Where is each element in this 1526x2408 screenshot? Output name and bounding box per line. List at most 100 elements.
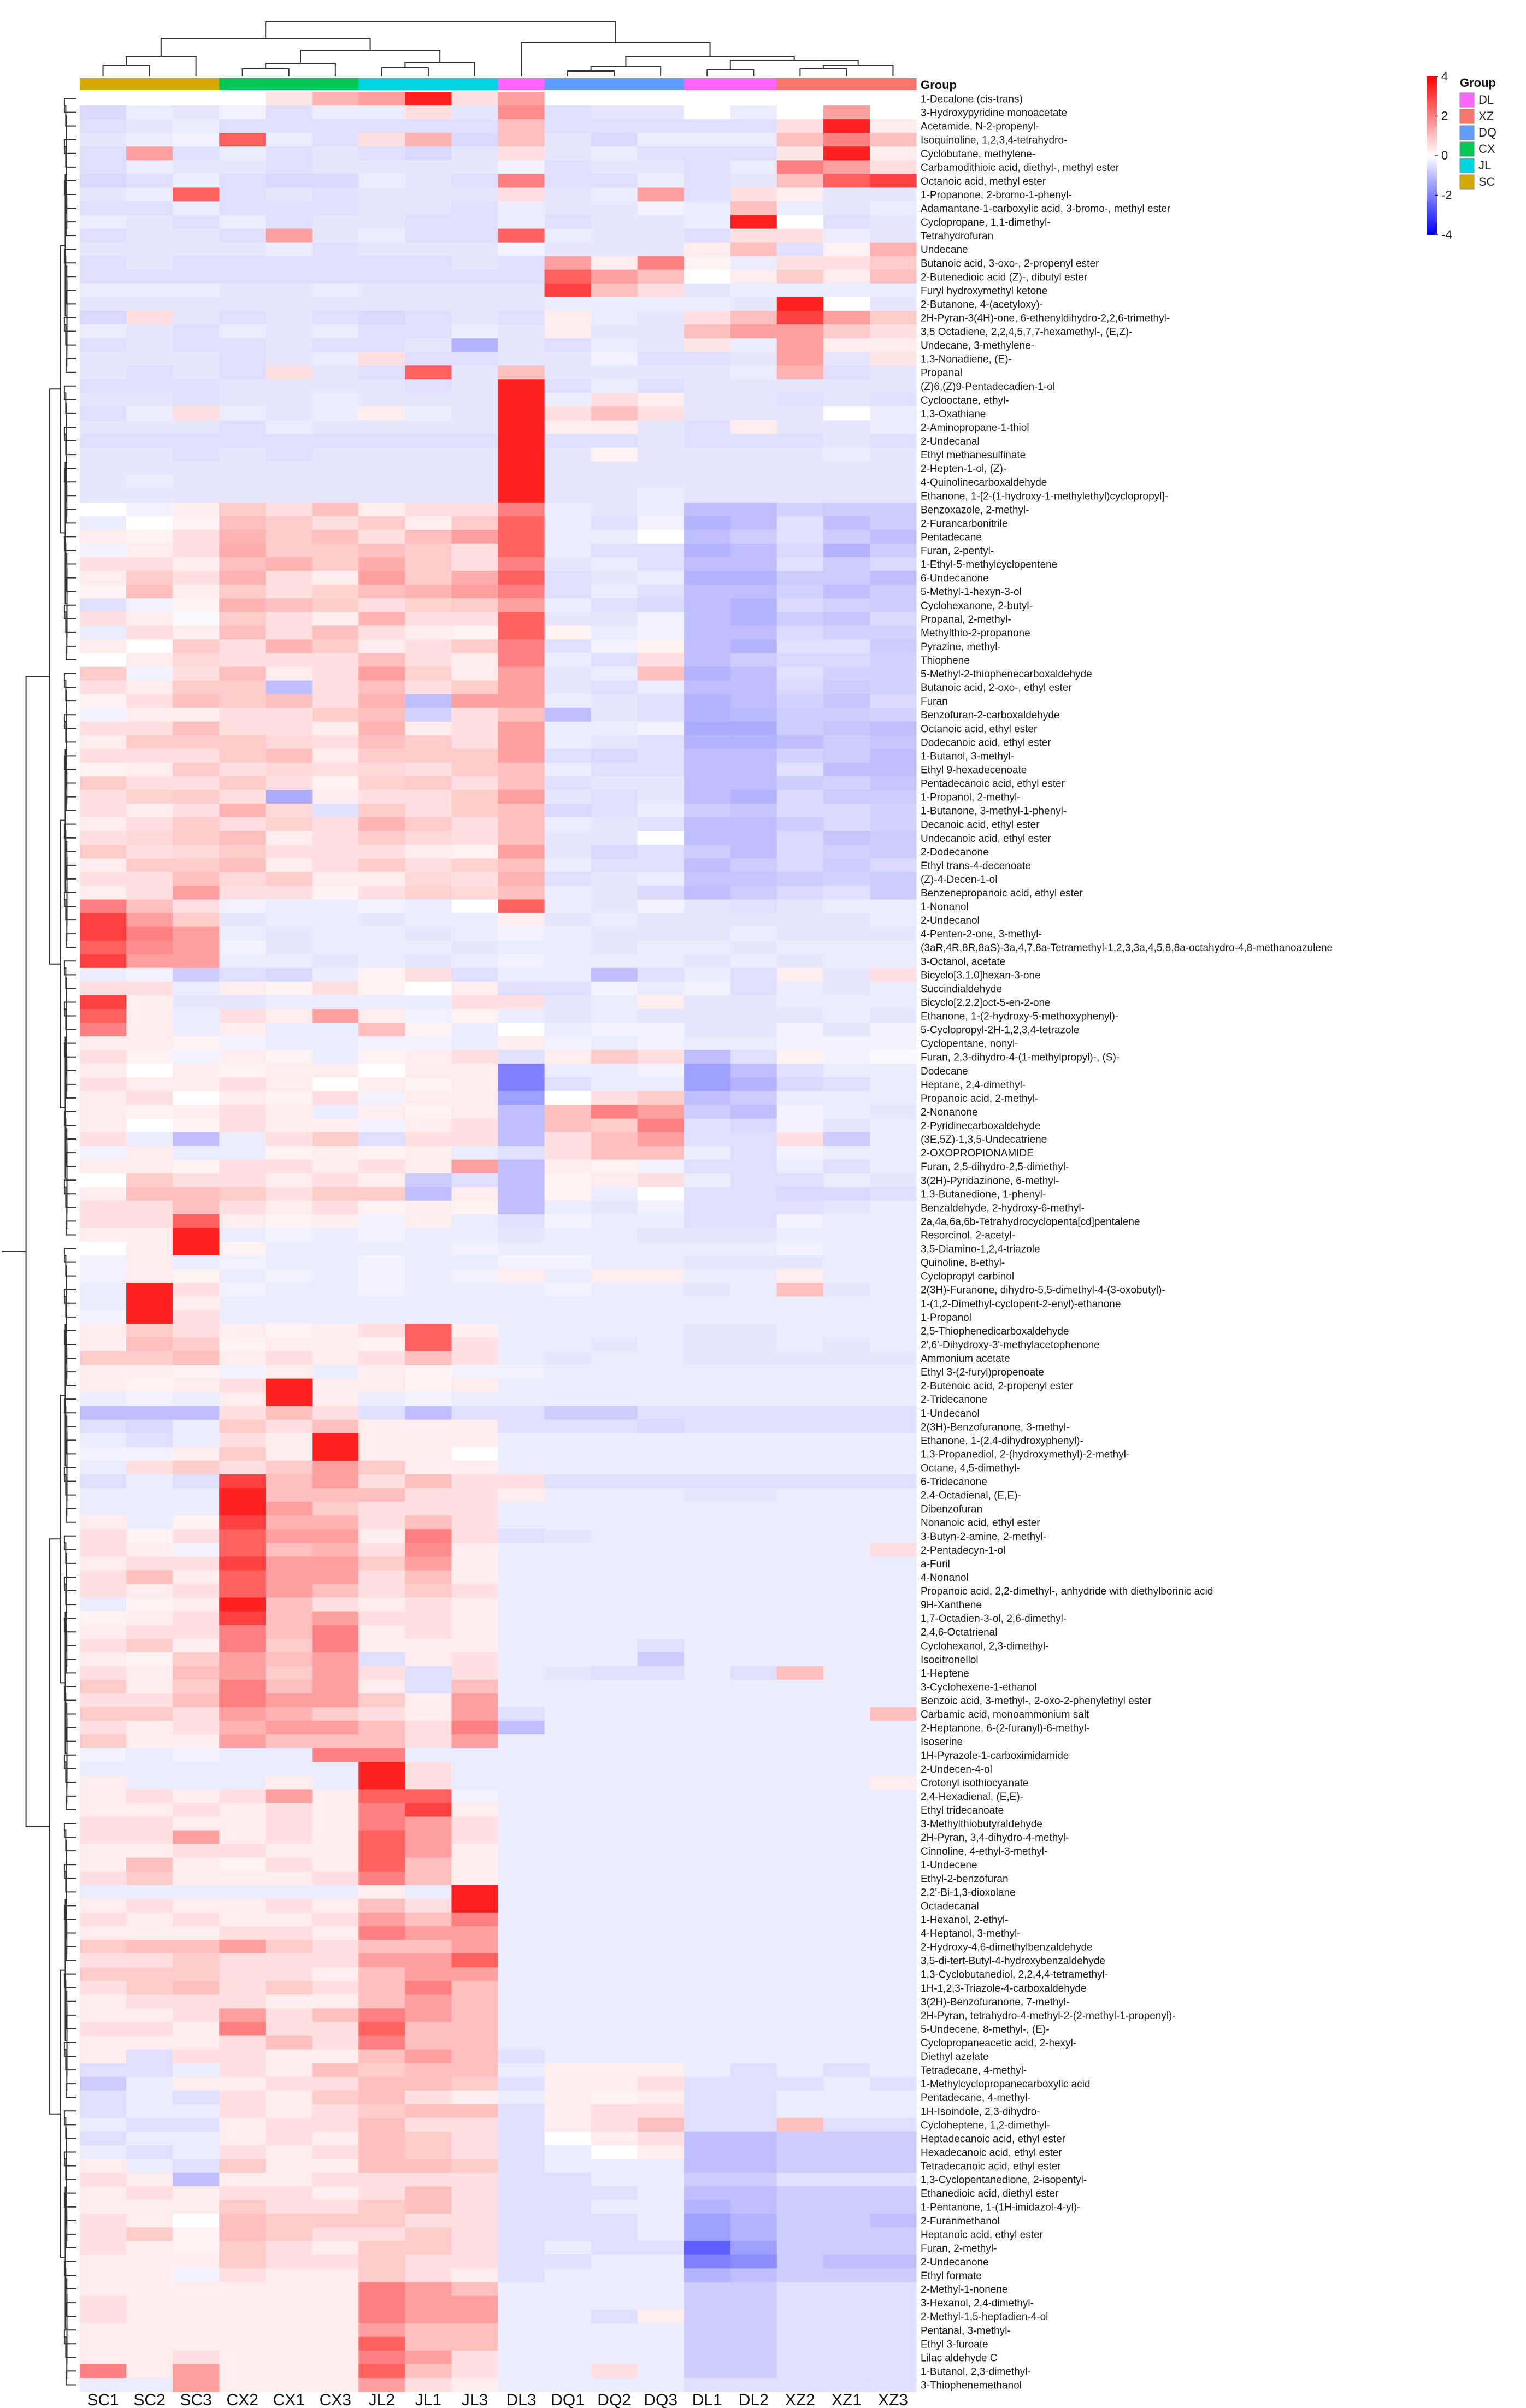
- heatmap-cell: [498, 352, 545, 366]
- heatmap-cell: [126, 1392, 173, 1407]
- row-label: 3-Cyclohexene-1-ethanol: [921, 1681, 1036, 1693]
- heatmap-cell: [498, 516, 545, 530]
- heatmap-cell: [80, 1406, 127, 1420]
- heatmap-cell: [405, 1214, 452, 1229]
- heatmap-cell: [591, 831, 638, 845]
- heatmap-cell: [498, 1310, 545, 1324]
- heatmap-cell: [405, 1105, 452, 1119]
- heatmap-cell: [266, 1064, 313, 1078]
- heatmap-cell: [730, 2282, 777, 2297]
- heatmap-cell: [498, 365, 545, 380]
- heatmap-cell: [498, 1460, 545, 1475]
- heatmap-cell: [451, 379, 499, 393]
- heatmap-cell: [451, 2076, 499, 2091]
- heatmap-cell: [684, 1351, 731, 1366]
- heatmap-cell: [544, 2049, 592, 2064]
- heatmap-cell: [591, 2186, 638, 2200]
- heatmap-cell: [358, 461, 405, 476]
- row-label: 2-OXOPROPIONAMIDE: [921, 1148, 1034, 1159]
- heatmap-cell: [684, 324, 731, 339]
- dendrogram-branch: [49, 1538, 61, 2115]
- heatmap-cell: [637, 2008, 685, 2022]
- heatmap-cell: [823, 2214, 870, 2228]
- heatmap-cell: [312, 1488, 359, 1502]
- heatmap-cell: [173, 2241, 220, 2256]
- row-label: 2-Methyl-1-nonene: [921, 2284, 1007, 2295]
- heatmap-cell: [823, 886, 870, 900]
- heatmap-cell: [80, 365, 127, 380]
- heatmap-cell: [451, 2227, 499, 2241]
- heatmap-cell: [544, 1871, 592, 1886]
- heatmap-cell: [358, 1227, 405, 1242]
- heatmap-cell: [219, 653, 266, 668]
- heatmap-cell: [80, 680, 127, 695]
- heatmap-cell: [869, 1460, 917, 1475]
- heatmap-cell: [80, 1159, 127, 1174]
- heatmap-cell: [173, 1023, 220, 1037]
- heatmap-cell: [591, 1679, 638, 1694]
- heatmap-cell: [312, 516, 359, 530]
- dendrogram-branch: [65, 796, 76, 811]
- heatmap-cell: [266, 297, 313, 311]
- heatmap-cell: [126, 1584, 173, 1598]
- heatmap-cell: [544, 256, 592, 270]
- heatmap-cell: [730, 174, 777, 188]
- heatmap-cell: [405, 1419, 452, 1434]
- heatmap-cell: [776, 625, 824, 640]
- heatmap-cell: [637, 529, 685, 544]
- heatmap-cell: [173, 119, 220, 133]
- heatmap-cell: [312, 2008, 359, 2022]
- heatmap-cell: [684, 1077, 731, 1091]
- heatmap-cell: [591, 352, 638, 366]
- heatmap-cell: [219, 1748, 266, 1762]
- group-bar-cell: [219, 78, 266, 90]
- heatmap-cell: [869, 707, 917, 722]
- heatmap-cell: [544, 1351, 592, 1366]
- heatmap-cell: [498, 174, 545, 188]
- heatmap-cell: [312, 201, 359, 216]
- heatmap-cell: [173, 1584, 220, 1598]
- heatmap-cell: [637, 1227, 685, 1242]
- heatmap-cell: [684, 1036, 731, 1050]
- heatmap-cell: [358, 1940, 405, 1954]
- heatmap-cell: [126, 1187, 173, 1201]
- heatmap-cell: [544, 1488, 592, 1502]
- heatmap-cell: [684, 1734, 731, 1749]
- heatmap-cell: [591, 160, 638, 174]
- heatmap-cell: [684, 201, 731, 216]
- heatmap-cell: [451, 1775, 499, 1790]
- heatmap-cell: [684, 748, 731, 763]
- heatmap-cell: [591, 1734, 638, 1749]
- heatmap-cell: [173, 1803, 220, 1817]
- heatmap-cell: [126, 748, 173, 763]
- heatmap-cell: [684, 160, 731, 174]
- heatmap-cell: [823, 2282, 870, 2297]
- heatmap-cell: [219, 105, 266, 120]
- heatmap-cell: [544, 1365, 592, 1379]
- heatmap-cell: [358, 2173, 405, 2187]
- heatmap-cell: [312, 1378, 359, 1393]
- heatmap-cell: [637, 516, 685, 530]
- row-label: Bicyclo[3.1.0]hexan-3-one: [921, 970, 1041, 981]
- heatmap-cell: [637, 1707, 685, 1721]
- heatmap-cell: [591, 1023, 638, 1037]
- heatmap-cell: [591, 1666, 638, 1680]
- color-scale-legend: 420-2-4: [1427, 69, 1452, 241]
- heatmap-cell: [266, 1296, 313, 1311]
- heatmap-cell: [80, 447, 127, 462]
- heatmap-cell: [266, 92, 313, 106]
- heatmap-cell: [544, 1967, 592, 1981]
- heatmap-cell: [823, 872, 870, 887]
- heatmap-cell: [358, 557, 405, 571]
- heatmap-cell: [173, 804, 220, 818]
- heatmap-cell: [544, 981, 592, 996]
- heatmap-cell: [498, 1611, 545, 1626]
- heatmap-cell: [266, 2022, 313, 2037]
- heatmap-cell: [80, 694, 127, 709]
- dendrogram-branch: [65, 1659, 76, 1674]
- heatmap-cell: [266, 1693, 313, 1708]
- heatmap-cell: [219, 2131, 266, 2146]
- heatmap-cell: [126, 1460, 173, 1475]
- heatmap-cell: [730, 612, 777, 626]
- heatmap-cell: [126, 228, 173, 243]
